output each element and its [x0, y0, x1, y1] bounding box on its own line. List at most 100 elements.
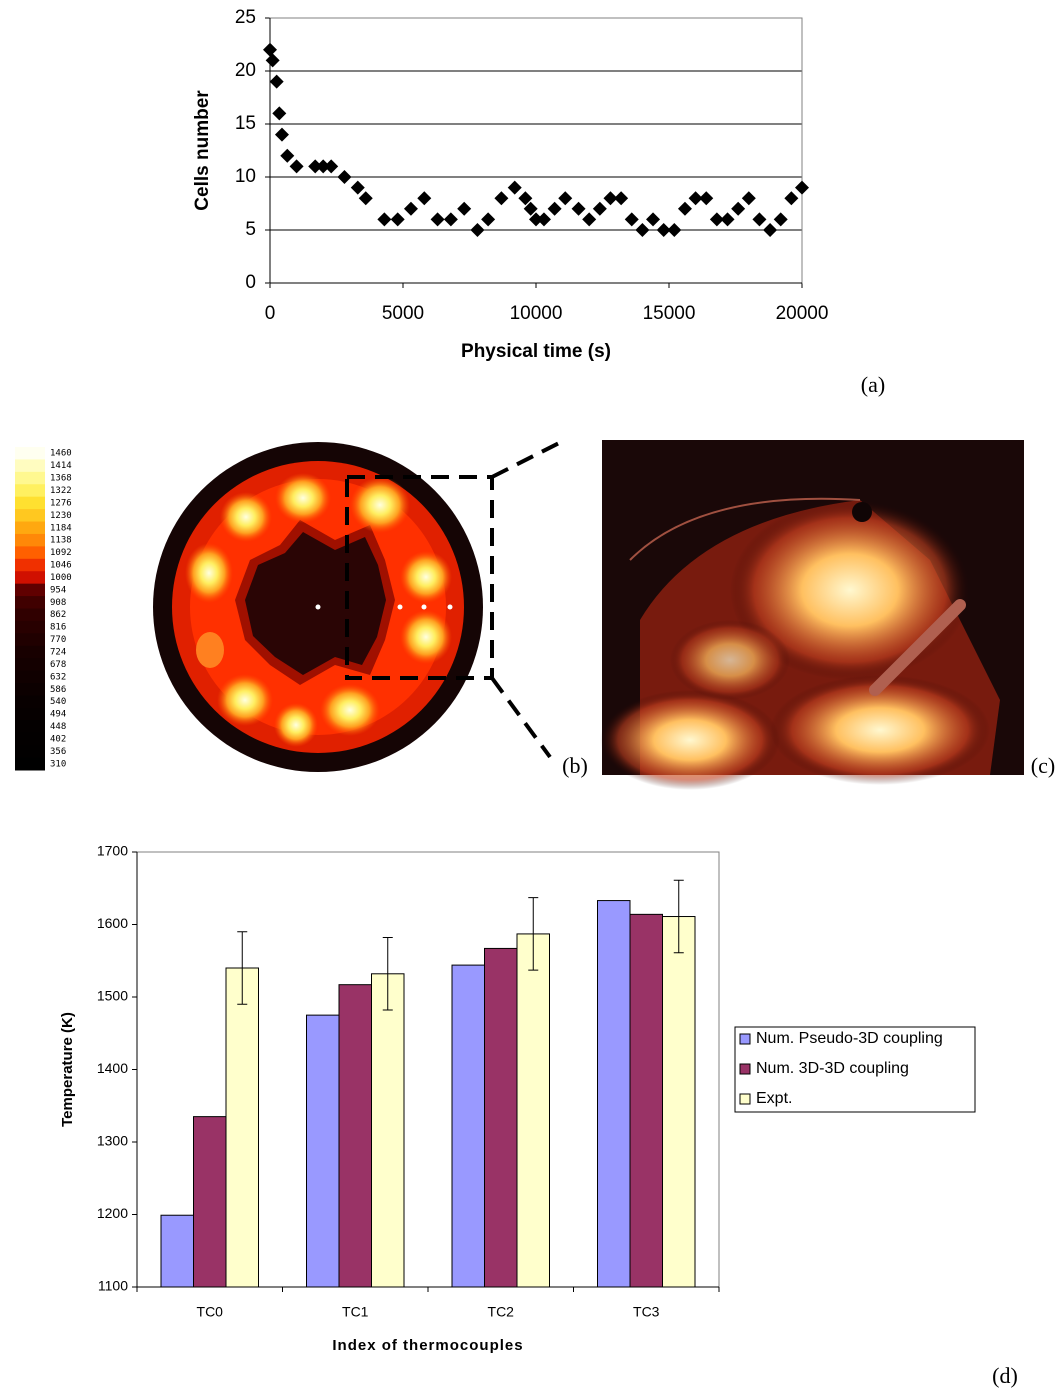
- point: [269, 74, 284, 89]
- point: [481, 212, 496, 227]
- point: [773, 212, 788, 227]
- colorbar-label: 1230: [50, 511, 72, 521]
- colorbar-swatch: [15, 707, 45, 721]
- bar: [306, 1014, 340, 1288]
- colorbar-swatch: [15, 471, 45, 485]
- colorbar-label: 356: [50, 747, 66, 757]
- bar: [225, 967, 259, 1288]
- point: [274, 127, 289, 142]
- colorbar-swatch: [15, 571, 45, 585]
- colorbar-label: 1046: [50, 561, 72, 571]
- colorbar-label: 586: [50, 685, 66, 695]
- colorbar-swatch: [15, 608, 45, 622]
- contour-map: [153, 438, 566, 772]
- colorbar-swatch: [15, 459, 45, 473]
- y-tick-label: 1200: [97, 1205, 128, 1221]
- y-tick-label: 0: [245, 272, 256, 293]
- point: [403, 201, 418, 216]
- point: [547, 201, 562, 216]
- panel-label: (c): [1031, 753, 1055, 778]
- y-tick-label: 10: [235, 166, 256, 187]
- colorbar-swatch: [15, 732, 45, 746]
- bar: [338, 984, 372, 1288]
- x-tick-label: 10000: [510, 303, 563, 324]
- point: [358, 191, 373, 206]
- panel-label: (a): [861, 372, 885, 397]
- point: [592, 201, 607, 216]
- colorbar-label: 1138: [50, 536, 72, 546]
- point: [720, 212, 735, 227]
- colorbar-swatch: [15, 745, 45, 759]
- colorbar-swatch: [15, 533, 45, 547]
- x-tick-label: 5000: [382, 303, 424, 324]
- point: [390, 212, 405, 227]
- point: [558, 191, 573, 206]
- point: [272, 106, 287, 121]
- y-tick-label: 15: [235, 113, 256, 134]
- point: [529, 212, 543, 227]
- colorbar-label: 1460: [50, 449, 72, 459]
- point: [470, 223, 485, 237]
- x-tick-label: TC3: [633, 1304, 660, 1320]
- point: [646, 212, 661, 227]
- y-tick-label: 1400: [97, 1060, 128, 1076]
- colorbar-label: 310: [50, 759, 66, 769]
- point: [337, 170, 352, 184]
- colorbar-swatch: [15, 645, 45, 659]
- colorbar-swatch: [15, 683, 45, 696]
- colorbar-label: 724: [50, 647, 66, 657]
- error-bar: [528, 897, 539, 971]
- panel-label: (d): [992, 1363, 1018, 1388]
- colorbar-label: 632: [50, 672, 66, 682]
- colorbar-label: 678: [50, 660, 66, 670]
- point: [316, 159, 331, 174]
- x-tick-label: TC0: [197, 1304, 224, 1320]
- legend-label: Num. 3D-3D coupling: [756, 1060, 909, 1077]
- colorbar-label: 448: [50, 722, 66, 732]
- colorbar-label: 1322: [50, 486, 72, 496]
- y-tick-label: 1700: [97, 843, 128, 859]
- plot-frame: [269, 17, 803, 284]
- colorbar-swatch: [15, 695, 45, 709]
- legend-swatch: [739, 1093, 751, 1105]
- point: [709, 212, 724, 227]
- x-tick-label: 0: [265, 303, 276, 324]
- point: [571, 201, 586, 216]
- bar: [371, 973, 405, 1288]
- point: [795, 180, 809, 195]
- point: [417, 191, 432, 206]
- bar: [160, 1214, 194, 1288]
- point: [523, 201, 538, 216]
- colorbar-label: 1092: [50, 548, 72, 558]
- colorbar-label: 954: [50, 585, 66, 595]
- point: [688, 191, 703, 206]
- x-tick-label: 15000: [643, 303, 696, 324]
- colorbar-swatch: [15, 757, 45, 771]
- point: [308, 159, 323, 174]
- colorbar-swatch: [15, 558, 45, 572]
- x-tick-label: TC2: [488, 1304, 515, 1320]
- point: [507, 180, 522, 195]
- colorbar-label: 494: [50, 710, 66, 720]
- x-tick-label: TC1: [342, 1304, 369, 1320]
- point: [635, 223, 650, 237]
- legend-swatch: [739, 1033, 751, 1045]
- point: [677, 201, 692, 216]
- point: [289, 159, 304, 174]
- y-tick-label: 25: [235, 7, 256, 28]
- colorbar-label: 402: [50, 734, 66, 744]
- colorbar-swatch: [15, 596, 45, 609]
- colorbar-swatch: [15, 620, 45, 634]
- point: [280, 148, 295, 163]
- point: [457, 201, 472, 216]
- colorbar-swatch: [15, 658, 45, 672]
- point: [741, 191, 756, 206]
- colorbar-label: 540: [50, 697, 66, 707]
- colorbar-label: 770: [50, 635, 66, 645]
- point: [699, 191, 714, 206]
- y-tick-label: 1600: [97, 915, 128, 931]
- colorbar-label: 1184: [50, 523, 72, 533]
- legend-box: [734, 1026, 976, 1113]
- point: [263, 42, 277, 57]
